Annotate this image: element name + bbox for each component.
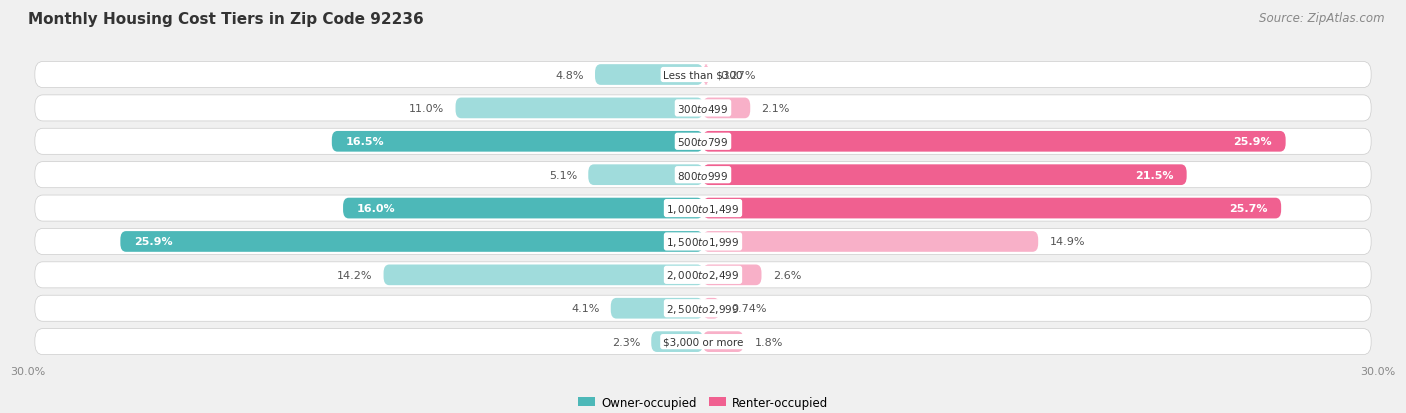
FancyBboxPatch shape: [588, 165, 703, 185]
Text: 2.1%: 2.1%: [762, 104, 790, 114]
FancyBboxPatch shape: [35, 262, 1371, 288]
Text: $500 to $799: $500 to $799: [678, 136, 728, 148]
Text: 25.9%: 25.9%: [134, 237, 173, 247]
Text: 2.6%: 2.6%: [773, 270, 801, 280]
Text: 14.2%: 14.2%: [337, 270, 373, 280]
Text: $3,000 or more: $3,000 or more: [662, 337, 744, 347]
FancyBboxPatch shape: [703, 332, 744, 352]
Text: Less than $300: Less than $300: [664, 70, 742, 80]
FancyBboxPatch shape: [35, 129, 1371, 155]
Text: 0.27%: 0.27%: [720, 70, 756, 80]
Text: 4.1%: 4.1%: [571, 304, 599, 313]
FancyBboxPatch shape: [456, 98, 703, 119]
FancyBboxPatch shape: [35, 329, 1371, 355]
FancyBboxPatch shape: [35, 196, 1371, 221]
Text: $300 to $499: $300 to $499: [678, 103, 728, 115]
FancyBboxPatch shape: [121, 232, 703, 252]
FancyBboxPatch shape: [332, 132, 703, 152]
Text: Monthly Housing Cost Tiers in Zip Code 92236: Monthly Housing Cost Tiers in Zip Code 9…: [28, 12, 423, 27]
FancyBboxPatch shape: [703, 265, 762, 285]
Text: $1,500 to $1,999: $1,500 to $1,999: [666, 235, 740, 248]
FancyBboxPatch shape: [343, 198, 703, 219]
FancyBboxPatch shape: [610, 298, 703, 319]
FancyBboxPatch shape: [35, 295, 1371, 321]
FancyBboxPatch shape: [703, 298, 720, 319]
Legend: Owner-occupied, Renter-occupied: Owner-occupied, Renter-occupied: [572, 391, 834, 413]
Text: 21.5%: 21.5%: [1135, 170, 1173, 180]
FancyBboxPatch shape: [703, 132, 1285, 152]
Text: 14.9%: 14.9%: [1049, 237, 1085, 247]
Text: 2.3%: 2.3%: [612, 337, 640, 347]
FancyBboxPatch shape: [35, 162, 1371, 188]
Text: $800 to $999: $800 to $999: [678, 169, 728, 181]
FancyBboxPatch shape: [703, 165, 1187, 185]
FancyBboxPatch shape: [703, 198, 1281, 219]
Text: 16.0%: 16.0%: [357, 204, 395, 214]
Text: 25.9%: 25.9%: [1233, 137, 1272, 147]
Text: 0.74%: 0.74%: [731, 304, 766, 313]
Text: 16.5%: 16.5%: [346, 137, 384, 147]
Text: 11.0%: 11.0%: [409, 104, 444, 114]
Text: 4.8%: 4.8%: [555, 70, 583, 80]
FancyBboxPatch shape: [651, 332, 703, 352]
FancyBboxPatch shape: [384, 265, 703, 285]
FancyBboxPatch shape: [35, 62, 1371, 88]
Text: 25.7%: 25.7%: [1229, 204, 1268, 214]
FancyBboxPatch shape: [35, 96, 1371, 122]
FancyBboxPatch shape: [703, 65, 709, 85]
FancyBboxPatch shape: [703, 98, 751, 119]
Text: $2,000 to $2,499: $2,000 to $2,499: [666, 269, 740, 282]
Text: $1,000 to $1,499: $1,000 to $1,499: [666, 202, 740, 215]
FancyBboxPatch shape: [703, 232, 1038, 252]
FancyBboxPatch shape: [595, 65, 703, 85]
FancyBboxPatch shape: [35, 229, 1371, 255]
Text: 5.1%: 5.1%: [548, 170, 576, 180]
Text: 1.8%: 1.8%: [755, 337, 783, 347]
Text: Source: ZipAtlas.com: Source: ZipAtlas.com: [1260, 12, 1385, 25]
Text: $2,500 to $2,999: $2,500 to $2,999: [666, 302, 740, 315]
